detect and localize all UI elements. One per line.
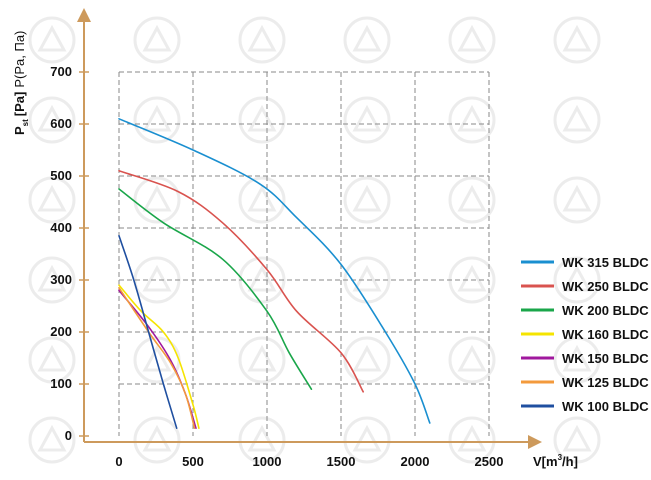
x-axis-title: V[m3/h] [533,453,578,469]
legend-label-1: WK 250 BLDC [562,279,649,294]
legend-label-0: WK 315 BLDC [562,255,649,270]
legend-label-4: WK 150 BLDC [562,351,649,366]
x-tick-label: 500 [182,454,204,469]
series-line-5 [118,287,196,429]
legend-label-5: WK 125 BLDC [562,375,649,390]
series-line-6 [118,235,178,429]
x-tick-label: 1500 [327,454,356,469]
series-line-1 [118,170,364,393]
legend: WK 315 BLDC WK 250 BLDC WK 200 BLDC WK 160 … [521,255,649,414]
y-axis-symbol: P [12,126,27,135]
y-axis-title: Pst [Pa] P(Pa, Па) [12,31,30,135]
y-tick-label: 600 [50,116,72,131]
x-axis-end: /h] [562,454,578,469]
x-tick-label: 1000 [253,454,282,469]
x-axis-superscript: 3 [558,453,563,462]
y-axis-extra: P(Pa, Па) [12,31,27,88]
axes [77,8,542,449]
legend-label-3: WK 160 BLDC [562,327,649,342]
series-line-0 [118,118,431,424]
y-tick-label: 700 [50,64,72,79]
y-tick-label: 100 [50,376,72,391]
x-axis-main: V[m [533,454,558,469]
x-axis-arrow [528,435,542,449]
y-tick-label: 200 [50,324,72,339]
y-axis-unit: [Pa] [12,92,27,117]
series-lines [118,118,431,429]
x-tick-label: 2000 [401,454,430,469]
series-line-2 [118,188,313,390]
y-tick-label: 500 [50,168,72,183]
legend-label-6: WK 100 BLDC [562,399,649,414]
y-tick-label: 0 [65,428,72,443]
legend-label-2: WK 200 BLDC [562,303,649,318]
grid [118,71,490,436]
y-axis-arrow [77,8,91,22]
tick-labels: 0 100 200 300 400 500 600 700 0 500 1000 1500 2000 25… [50,64,503,469]
x-tick-label: 0 [115,454,122,469]
x-tick-label: 2500 [475,454,504,469]
series-line-3 [118,284,200,429]
y-tick-label: 300 [50,272,72,287]
y-tick-label: 400 [50,220,72,235]
y-axis-subscript: st [21,119,30,126]
